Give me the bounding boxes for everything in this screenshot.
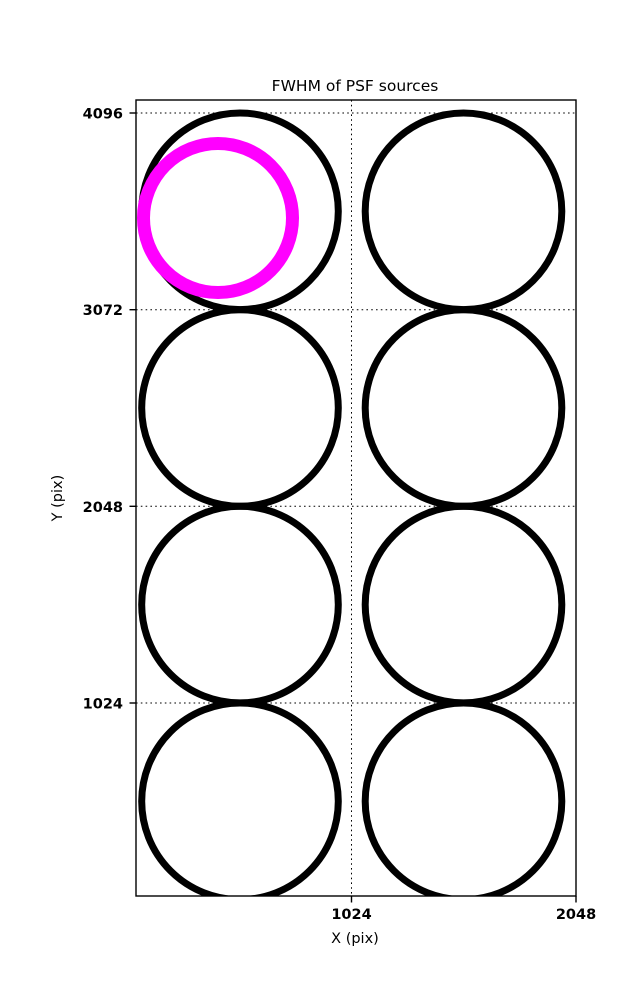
- psf-circle: [138, 699, 342, 896]
- psf-circle: [361, 699, 566, 896]
- black-circles-group: [138, 109, 566, 896]
- xtick-label-1024: 1024: [331, 907, 371, 923]
- highlight-circle-group: [137, 137, 299, 299]
- plot-title: FWHM of PSF sources: [272, 77, 439, 95]
- ytick-label-3072: 3072: [83, 303, 123, 319]
- plot-frame: [135, 99, 577, 897]
- tick-marks: [129, 112, 577, 903]
- data-series-psf-sources: [137, 109, 566, 896]
- ytick-label-1024: 1024: [83, 697, 123, 713]
- ytick-label-2048: 2048: [83, 500, 123, 516]
- ytick-label-4096: 4096: [83, 107, 123, 123]
- y-axis-label: Y (pix): [50, 475, 66, 523]
- highlighted-psf-circle: [137, 137, 299, 299]
- xtick-label-2048: 2048: [556, 907, 596, 923]
- x-axis-label: X (pix): [331, 931, 379, 947]
